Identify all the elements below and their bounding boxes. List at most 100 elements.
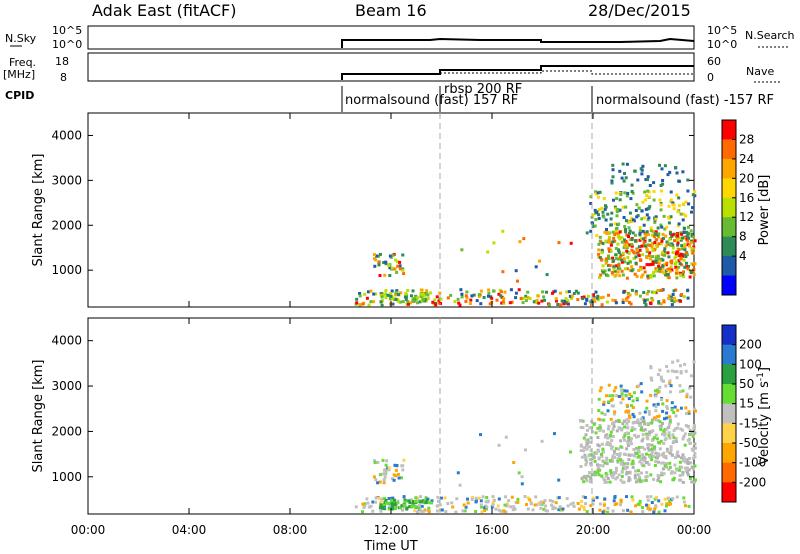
echo-cell [656,460,660,464]
echo-cell [628,229,632,233]
echo-cell [590,453,594,457]
echo-cell [622,452,626,456]
echo-cell [521,301,525,305]
echo-cell [584,444,588,448]
echo-cell [398,267,402,271]
colorbar-swatch [722,158,736,179]
echo-cell [386,502,390,506]
echo-cell [636,449,640,453]
echo-cell [590,221,594,225]
echo-cell [619,462,623,466]
echo-cell [679,427,683,431]
echo-cell [388,254,392,258]
echo-cell [656,390,660,394]
echo-cell [513,507,517,511]
echo-cell [675,376,679,380]
echo-cell [677,248,681,251]
echo-cell [670,259,674,263]
echo-cell [625,447,629,451]
echo-cell [627,438,631,442]
echo-cell [633,473,637,477]
echo-cell [658,368,662,372]
x-tick-label: 20:00 [576,523,611,537]
echo-cell [640,390,644,394]
echo-cell [449,293,453,297]
echo-cell [390,289,394,293]
echo-cell [654,243,658,247]
echo-cell [446,502,450,505]
echo-cell [546,509,549,513]
echo-cell [662,236,665,240]
echo-cell [384,262,388,266]
echo-cell [687,265,690,268]
echo-cell [598,502,602,506]
echo-cell [665,447,669,451]
echo-cell [675,171,679,175]
echo-cell [643,428,647,432]
echo-cell [620,269,624,273]
echo-cell [446,296,450,300]
velocity-colorbar-label: Velocity [m s-1] [756,367,772,465]
echo-cell [361,510,364,514]
echo-cell [633,272,637,276]
echo-cell [400,504,404,508]
echo-cell [634,289,638,293]
echo-cell [630,265,634,269]
echo-cell [613,269,617,273]
echo-cell [524,294,528,298]
echo-cell [610,445,614,449]
echo-cell [642,458,646,462]
echo-cell [611,475,615,479]
echo-cell [520,475,524,479]
echo-cell [601,210,605,214]
echo-cell [427,510,431,514]
echo-cell [648,507,652,511]
echo-cell [606,477,610,480]
echo-cell [659,439,663,443]
echo-cell [625,267,629,271]
echo-cell [598,235,602,239]
colorbar-swatch [722,120,736,140]
echo-cell [634,239,638,243]
echo-cell [419,509,423,513]
echo-cell [609,217,613,221]
echo-cell [612,425,616,428]
echo-cell [631,465,635,469]
echo-cell [609,471,613,475]
echo-cell [636,478,640,482]
echo-cell [627,397,631,401]
echo-cell [623,172,626,175]
echo-cell [602,418,606,422]
echo-cell [675,238,679,242]
echo-cell [564,300,568,304]
echo-cell [596,466,600,470]
echo-cell [503,290,507,294]
echo-cell [666,173,670,177]
echo-cell [639,382,643,386]
echo-cell [623,225,627,228]
echo-cell [490,505,494,509]
echo-cell [514,296,518,300]
echo-cell [598,276,601,279]
echo-cell [526,507,530,511]
echo-cell [665,427,669,431]
echo-cell [596,463,599,467]
echo-cell [419,288,423,292]
echo-cell [610,473,614,477]
echo-cell [638,478,642,482]
echo-cell [646,233,650,236]
echo-cell [651,233,654,237]
echo-cell [665,407,669,411]
colorbar-tick-label: -50 [739,436,759,450]
echo-cell [641,445,644,449]
freq-trace [341,65,694,80]
echo-cell [512,461,516,464]
echo-cell [522,237,526,241]
echo-cell [622,480,626,484]
echo-cell [631,191,635,195]
echo-cell [569,502,573,506]
echo-cell [612,198,615,202]
echo-cell [607,268,611,272]
echo-cell [622,257,626,261]
echo-cell [674,266,678,269]
